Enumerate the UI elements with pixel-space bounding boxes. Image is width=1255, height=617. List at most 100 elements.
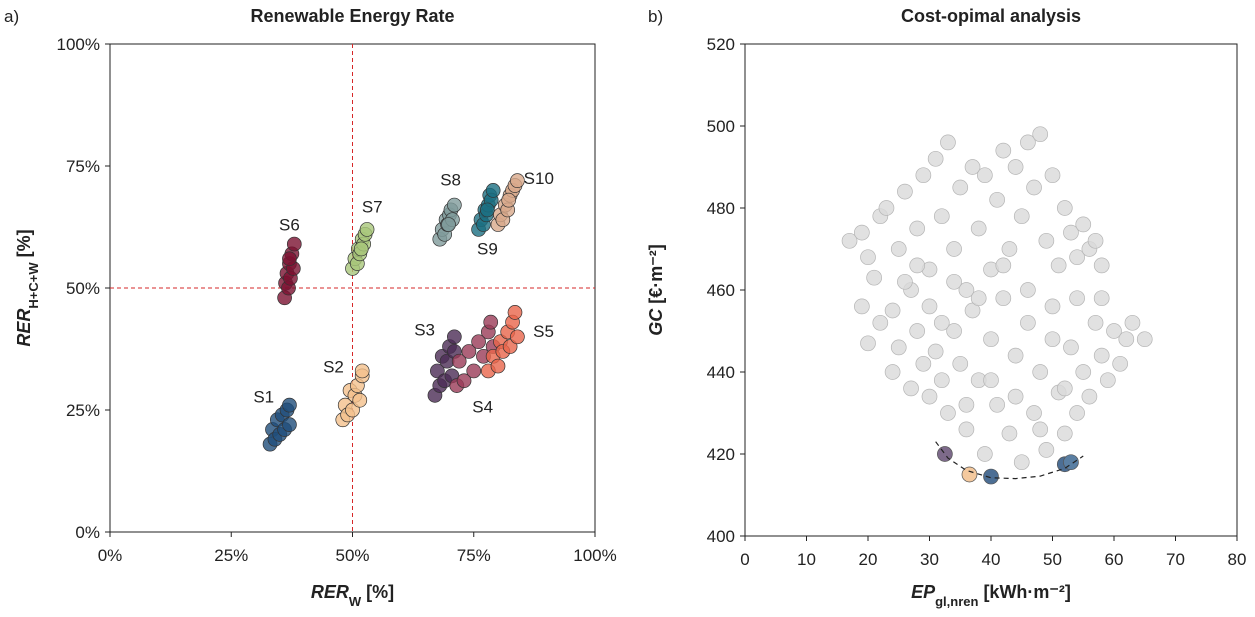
series-label: S1 <box>253 388 274 407</box>
data-point <box>946 241 962 257</box>
axis-label-main: RER <box>311 582 349 602</box>
data-point <box>995 257 1012 274</box>
chart-title: Cost-opimal analysis <box>901 6 1081 26</box>
data-point <box>1069 249 1085 266</box>
y-tick-label: 400 <box>707 527 735 546</box>
data-point <box>1093 290 1110 307</box>
data-point <box>282 397 297 413</box>
data-point <box>1007 388 1024 405</box>
data-point <box>1050 257 1067 274</box>
pareto-front <box>935 441 1084 480</box>
y-tick-label: 460 <box>707 281 735 300</box>
data-point <box>958 396 975 413</box>
x-tick-label: 40 <box>982 550 1001 569</box>
data-point <box>1106 323 1122 339</box>
data-point <box>860 335 876 352</box>
axis-label-main: GC <box>646 308 666 336</box>
data-point <box>958 282 975 298</box>
axis-label: EPgl,nren [kWh·m⁻²] <box>911 582 1071 609</box>
data-point <box>485 183 501 198</box>
data-point <box>1007 347 1024 364</box>
data-point <box>1136 331 1153 348</box>
data-point <box>866 269 883 286</box>
data-point <box>940 405 956 421</box>
data-point <box>983 468 999 485</box>
axis-label: RERH+C+W [%] <box>14 229 41 346</box>
series-label: S6 <box>279 215 300 234</box>
data-point <box>970 220 987 237</box>
data-point <box>952 179 969 196</box>
x-tick-label: 80 <box>1228 550 1247 569</box>
data-point <box>1063 224 1079 241</box>
data-point <box>921 298 938 315</box>
axis-label-sub: gl,nren <box>935 594 978 609</box>
data-point <box>983 331 999 348</box>
data-point <box>937 446 953 462</box>
series-label: S2 <box>323 357 344 376</box>
series-label: S3 <box>414 321 435 340</box>
data-point <box>1044 331 1061 348</box>
data-point <box>282 417 297 432</box>
data-point <box>927 343 944 360</box>
data-point <box>1056 380 1073 397</box>
data-point <box>1056 425 1073 442</box>
data-point <box>1013 208 1030 225</box>
data-point <box>946 273 962 290</box>
data-point <box>501 192 517 208</box>
data-point <box>915 355 932 372</box>
data-point <box>1087 314 1104 331</box>
data-point <box>354 363 370 379</box>
axis-label-sub: W <box>349 594 362 609</box>
y-tick-label: 25% <box>66 401 100 420</box>
data-point <box>841 232 858 249</box>
data-point <box>897 183 913 200</box>
data-point <box>352 392 368 408</box>
x-tick-label: 70 <box>1166 550 1185 569</box>
axis-label-main: RER <box>14 309 34 347</box>
data-point <box>995 142 1012 159</box>
data-point <box>1013 454 1030 471</box>
data-point <box>853 224 870 241</box>
data-point <box>483 314 499 330</box>
data-point <box>872 314 889 331</box>
data-point <box>903 380 919 397</box>
data-point <box>1069 405 1085 421</box>
data-point <box>884 302 901 319</box>
data-point <box>1075 364 1092 380</box>
axis-label-sub: H+C+W <box>26 262 41 309</box>
data-point <box>890 241 907 257</box>
axis-label-unit: [€·m⁻²] <box>646 244 666 304</box>
data-point <box>909 323 926 339</box>
data-point <box>1081 388 1098 405</box>
data-point <box>860 249 876 266</box>
chart-title: Renewable Energy Rate <box>250 6 454 26</box>
data-point <box>1032 364 1049 380</box>
axis-label: GC [€·m⁻²] <box>646 244 666 336</box>
data-point <box>1112 355 1129 372</box>
data-point <box>995 290 1012 307</box>
data-point <box>878 200 895 216</box>
data-point <box>1026 179 1042 196</box>
data-point <box>1032 421 1049 438</box>
y-tick-label: 440 <box>707 363 735 382</box>
data-point <box>921 388 938 405</box>
x-tick-label: 75% <box>457 546 491 565</box>
series-label: S8 <box>440 171 461 190</box>
data-point <box>359 222 375 237</box>
series-label: S4 <box>472 397 493 416</box>
data-point <box>1087 232 1104 249</box>
data-point <box>952 355 969 372</box>
series-label: S10 <box>524 169 554 188</box>
series-label: S7 <box>362 197 383 216</box>
y-tick-label: 420 <box>707 445 735 464</box>
data-point <box>1026 405 1042 421</box>
x-tick-label: 0 <box>740 550 749 569</box>
data-point <box>447 197 462 213</box>
data-point <box>884 364 901 380</box>
data-point <box>1063 339 1079 356</box>
axis-label-main: EP <box>911 582 936 602</box>
data-point <box>441 217 456 232</box>
data-point <box>451 353 467 369</box>
data-point <box>510 329 525 345</box>
